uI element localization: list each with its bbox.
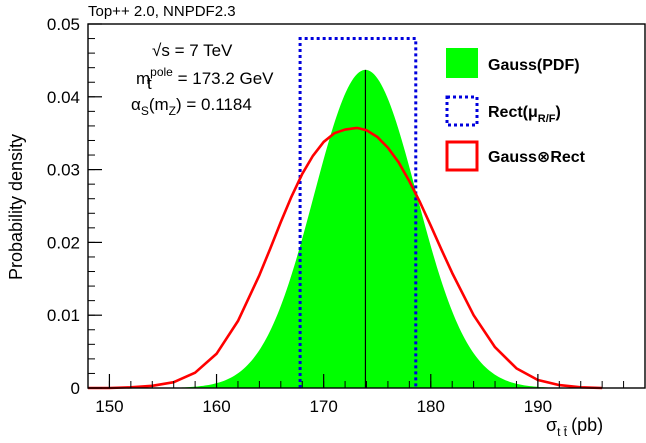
alpha-base: α: [131, 95, 141, 114]
rect-scale-variation-group: [298, 37, 418, 388]
sqrt-s-var: s: [161, 41, 170, 60]
legend-rect-sub: R/F: [538, 113, 556, 125]
x-tick-label: 150: [95, 397, 123, 416]
y-tick-label: 0.04: [47, 88, 80, 107]
x-axis-title-subscript: t t̄: [557, 425, 568, 439]
x-tick-label: 190: [524, 397, 552, 416]
alpha-sub2: Z: [169, 104, 176, 118]
legend-label-rect: Rect(μR/F): [488, 104, 561, 125]
sqrt-symbol: √: [152, 41, 162, 60]
alpha-value: ) = 0.1184: [176, 95, 252, 114]
mass-sub: t: [147, 74, 152, 93]
alpha-open: (m: [149, 95, 169, 114]
x-axis-ticks: 150 160 170 180 190: [87, 374, 646, 416]
top-mass-annotation: mpole = 173.2 GeV: [136, 65, 274, 88]
gauss-pdf-area: [88, 69, 645, 389]
legend-label-gauss-pdf: Gauss(PDF): [488, 57, 580, 74]
x-axis-title-symbol: σ: [546, 415, 557, 435]
rect-scale-variation: [298, 37, 418, 388]
x-tick-label: 180: [417, 397, 445, 416]
gauss-pdf-area-group: [88, 69, 645, 389]
legend-swatch-rect: [445, 95, 479, 127]
y-tick-label: 0.03: [47, 161, 80, 180]
sqrt-s-annotation: √s = 7 TeV: [152, 41, 233, 60]
alpha-sub: S: [141, 104, 149, 118]
legend-swatch-gauss-pdf: [446, 48, 478, 78]
x-tick-label: 170: [309, 397, 337, 416]
y-axis-ticks: 0 0.01 0.02 0.03 0.04 0.05: [47, 15, 102, 398]
y-tick-label: 0.01: [47, 306, 80, 325]
y-axis-title: Probability density: [6, 134, 26, 280]
mass-base: m: [136, 69, 150, 88]
legend-rect-close: ): [556, 104, 561, 121]
alpha-s-annotation: αS(mZ) = 0.1184: [131, 95, 252, 118]
mass-value: = 173.2 GeV: [173, 69, 274, 88]
legend-swatch-convolution: [445, 140, 479, 172]
legend: Gauss(PDF) Rect(μR/F) Gauss⊗Rect: [445, 48, 586, 172]
y-tick-label: 0.05: [47, 15, 80, 34]
mass-sup: pole: [150, 65, 173, 79]
legend-rect-base: Rect(μ: [488, 104, 538, 121]
gauss-rect-curve-group: [88, 126, 603, 390]
x-axis-title-unit: (pb): [571, 415, 603, 435]
y-tick-label: 0: [71, 379, 80, 398]
top-note: Top++ 2.0, NNPDF2.3: [88, 3, 236, 20]
legend-label-convolution: Gauss⊗Rect: [488, 149, 586, 166]
gauss-rect-curve: [88, 126, 603, 390]
x-axis-title: σt t̄ (pb): [546, 415, 603, 439]
y-tick-label: 0.02: [47, 233, 80, 252]
x-tick-label: 160: [202, 397, 230, 416]
sqrt-s-value: = 7 TeV: [170, 41, 233, 60]
